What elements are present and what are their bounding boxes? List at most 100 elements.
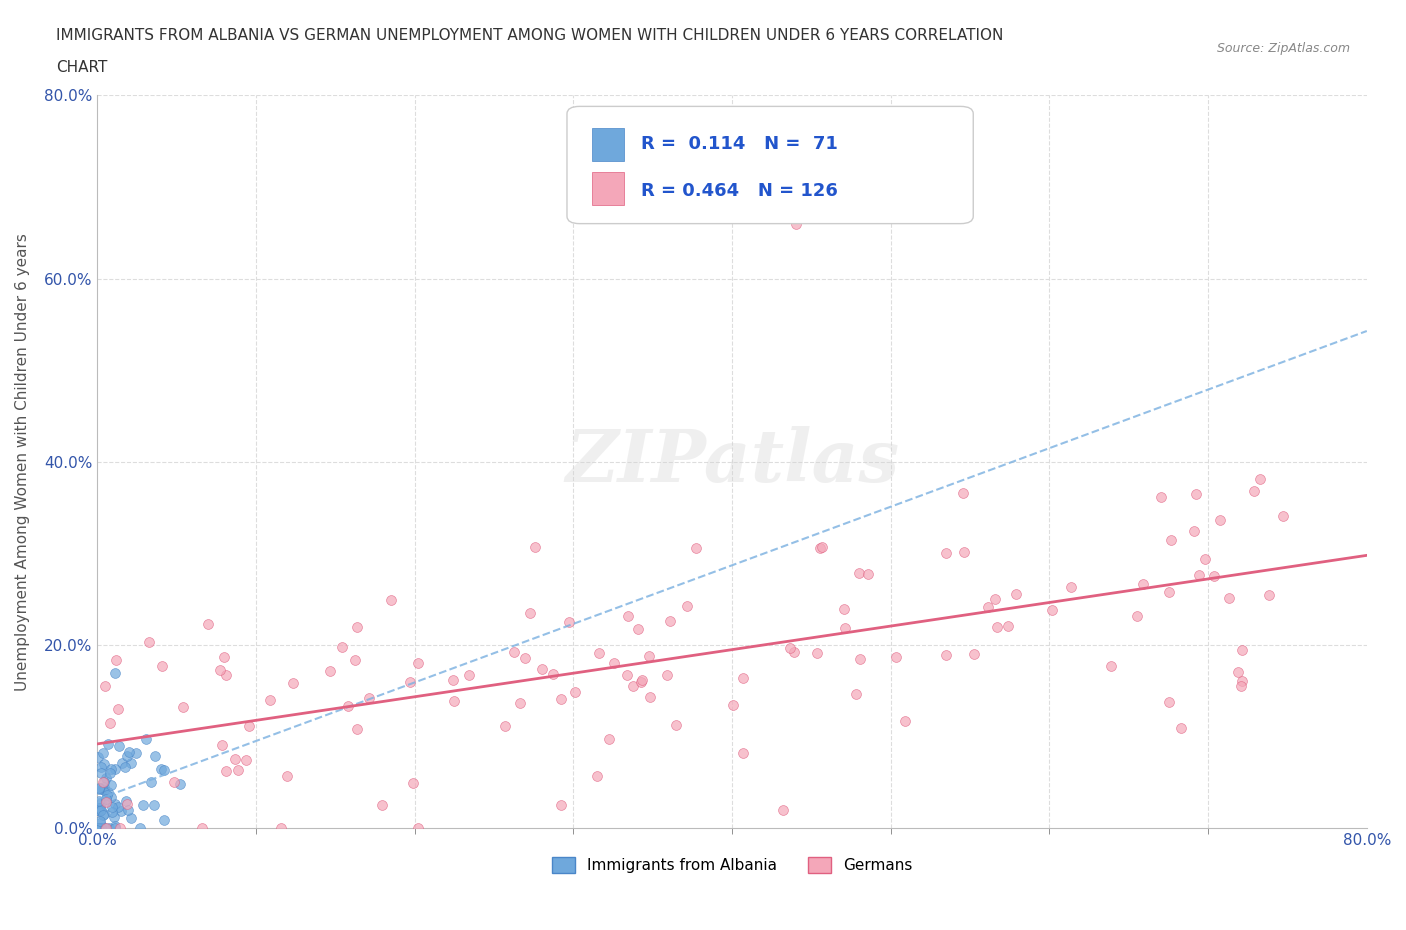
Point <box>259 693 281 708</box>
Point <box>90 803 112 817</box>
Text: R = 0.464   N = 126: R = 0.464 N = 126 <box>641 181 838 200</box>
Point <box>1170 721 1192 736</box>
Point <box>108 738 131 753</box>
Point <box>330 640 353 655</box>
Point <box>336 698 359 713</box>
Point <box>87 820 110 835</box>
Point <box>346 620 368 635</box>
Point <box>638 689 661 704</box>
Point <box>1232 674 1254 689</box>
Point <box>585 768 607 783</box>
Point <box>630 672 652 687</box>
Point <box>558 614 581 629</box>
Point <box>1271 508 1294 523</box>
Point <box>986 619 1008 634</box>
Point <box>441 673 464 688</box>
Point <box>100 790 122 804</box>
Point <box>93 806 115 821</box>
Point <box>1150 489 1173 504</box>
Point <box>93 678 115 693</box>
Point <box>96 788 118 803</box>
Point <box>172 700 194 715</box>
Point <box>1232 642 1254 657</box>
Point <box>89 816 111 830</box>
Point <box>89 800 111 815</box>
Point <box>779 640 801 655</box>
Point <box>1226 665 1249 680</box>
Point <box>90 765 112 780</box>
Point <box>630 674 652 689</box>
Point <box>849 651 872 666</box>
Point <box>638 648 661 663</box>
Point <box>655 668 678 683</box>
Point <box>406 656 429 671</box>
Point <box>731 746 754 761</box>
Point <box>856 566 879 581</box>
Point <box>616 668 638 683</box>
Point <box>270 820 292 835</box>
Point <box>94 793 117 808</box>
Point <box>90 759 112 774</box>
Bar <box>592 128 624 161</box>
Point <box>443 693 465 708</box>
Point <box>89 814 111 829</box>
Point <box>617 608 640 623</box>
Point <box>806 645 828 660</box>
Point <box>1157 695 1180 710</box>
Point <box>1060 579 1083 594</box>
Point <box>93 756 115 771</box>
Point <box>93 775 115 790</box>
Point <box>104 762 127 777</box>
Point <box>91 775 114 790</box>
Point <box>152 763 174 777</box>
Point <box>89 781 111 796</box>
Point <box>550 692 572 707</box>
Point <box>997 618 1019 633</box>
Point <box>93 779 115 794</box>
Text: R =  0.114   N =  71: R = 0.114 N = 71 <box>641 136 838 153</box>
Point <box>104 666 127 681</box>
Point <box>276 768 298 783</box>
Point <box>101 804 124 819</box>
Point <box>87 793 110 808</box>
Point <box>685 540 707 555</box>
Point <box>893 714 915 729</box>
Point <box>209 663 232 678</box>
Point <box>132 797 155 812</box>
Point <box>935 647 957 662</box>
Point <box>108 820 131 835</box>
Point <box>603 656 626 671</box>
Point <box>984 591 1007 606</box>
Y-axis label: Unemployment Among Women with Children Under 6 years: Unemployment Among Women with Children U… <box>15 232 30 691</box>
Point <box>588 645 610 660</box>
Point <box>90 820 112 835</box>
Point <box>215 668 238 683</box>
Point <box>129 820 152 835</box>
Point <box>1218 591 1240 605</box>
Point <box>153 813 176 828</box>
Point <box>380 592 402 607</box>
Point <box>811 540 834 555</box>
Point <box>111 755 134 770</box>
Point <box>120 811 142 826</box>
Point <box>87 820 110 835</box>
Point <box>139 775 162 790</box>
Point <box>107 702 129 717</box>
Point <box>782 644 804 659</box>
Point <box>530 661 553 676</box>
Point <box>115 749 138 764</box>
Point <box>143 749 166 764</box>
Point <box>190 820 212 835</box>
Point <box>1004 587 1026 602</box>
Point <box>104 820 127 835</box>
Point <box>621 679 644 694</box>
Point <box>1132 577 1154 591</box>
Point <box>107 800 129 815</box>
Point <box>110 804 132 818</box>
Point <box>101 800 124 815</box>
Point <box>457 667 479 682</box>
Point <box>1157 584 1180 599</box>
Point <box>346 722 368 737</box>
Point <box>785 216 807 231</box>
Point <box>845 687 868 702</box>
